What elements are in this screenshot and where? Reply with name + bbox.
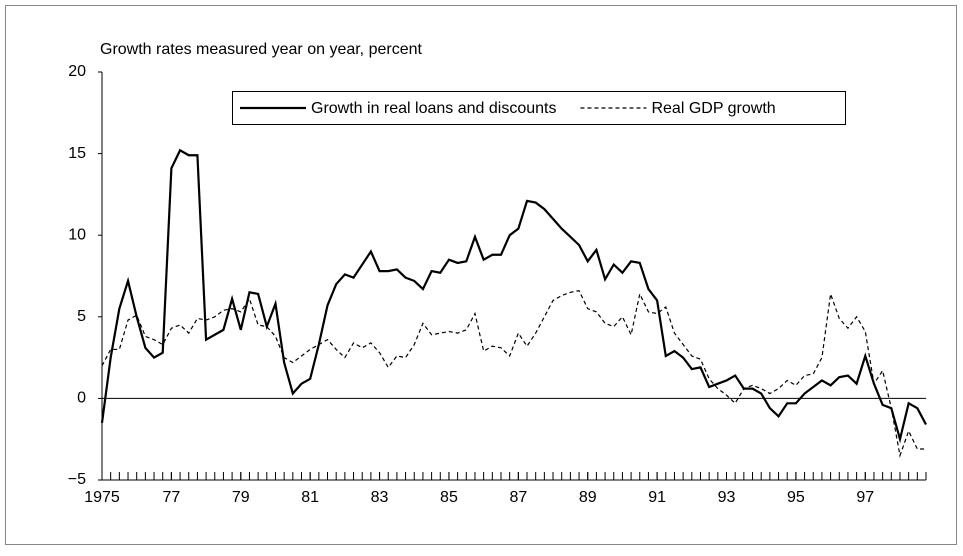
frame (5, 5, 957, 545)
y-tick-label: 20 (68, 63, 86, 80)
legend-label: Growth in real loans and discounts (311, 100, 556, 117)
x-tick-label: 81 (301, 489, 319, 506)
y-tick-label: 15 (68, 145, 86, 162)
y-tick-label: 0 (77, 390, 86, 407)
x-tick-label: 85 (440, 489, 458, 506)
x-tick-label: 95 (787, 489, 805, 506)
x-tick-label: 1975 (84, 489, 120, 506)
y-tick-label: −5 (68, 471, 86, 488)
x-tick-label: 97 (856, 489, 874, 506)
x-tick-label: 89 (579, 489, 597, 506)
legend-label: Real GDP growth (651, 100, 775, 117)
legend-box (232, 91, 846, 125)
x-tick-label: 93 (718, 489, 736, 506)
chart-title: Growth rates measured year on year, perc… (100, 41, 422, 58)
x-tick-label: 87 (509, 489, 527, 506)
y-tick-label: 5 (77, 308, 86, 325)
x-tick-label: 79 (232, 489, 250, 506)
x-tick-label: 83 (371, 489, 389, 506)
x-tick-label: 91 (648, 489, 666, 506)
y-tick-label: 10 (68, 226, 86, 243)
line (100, 148, 927, 444)
x-tick-label: 77 (162, 489, 180, 506)
line (101, 290, 926, 458)
